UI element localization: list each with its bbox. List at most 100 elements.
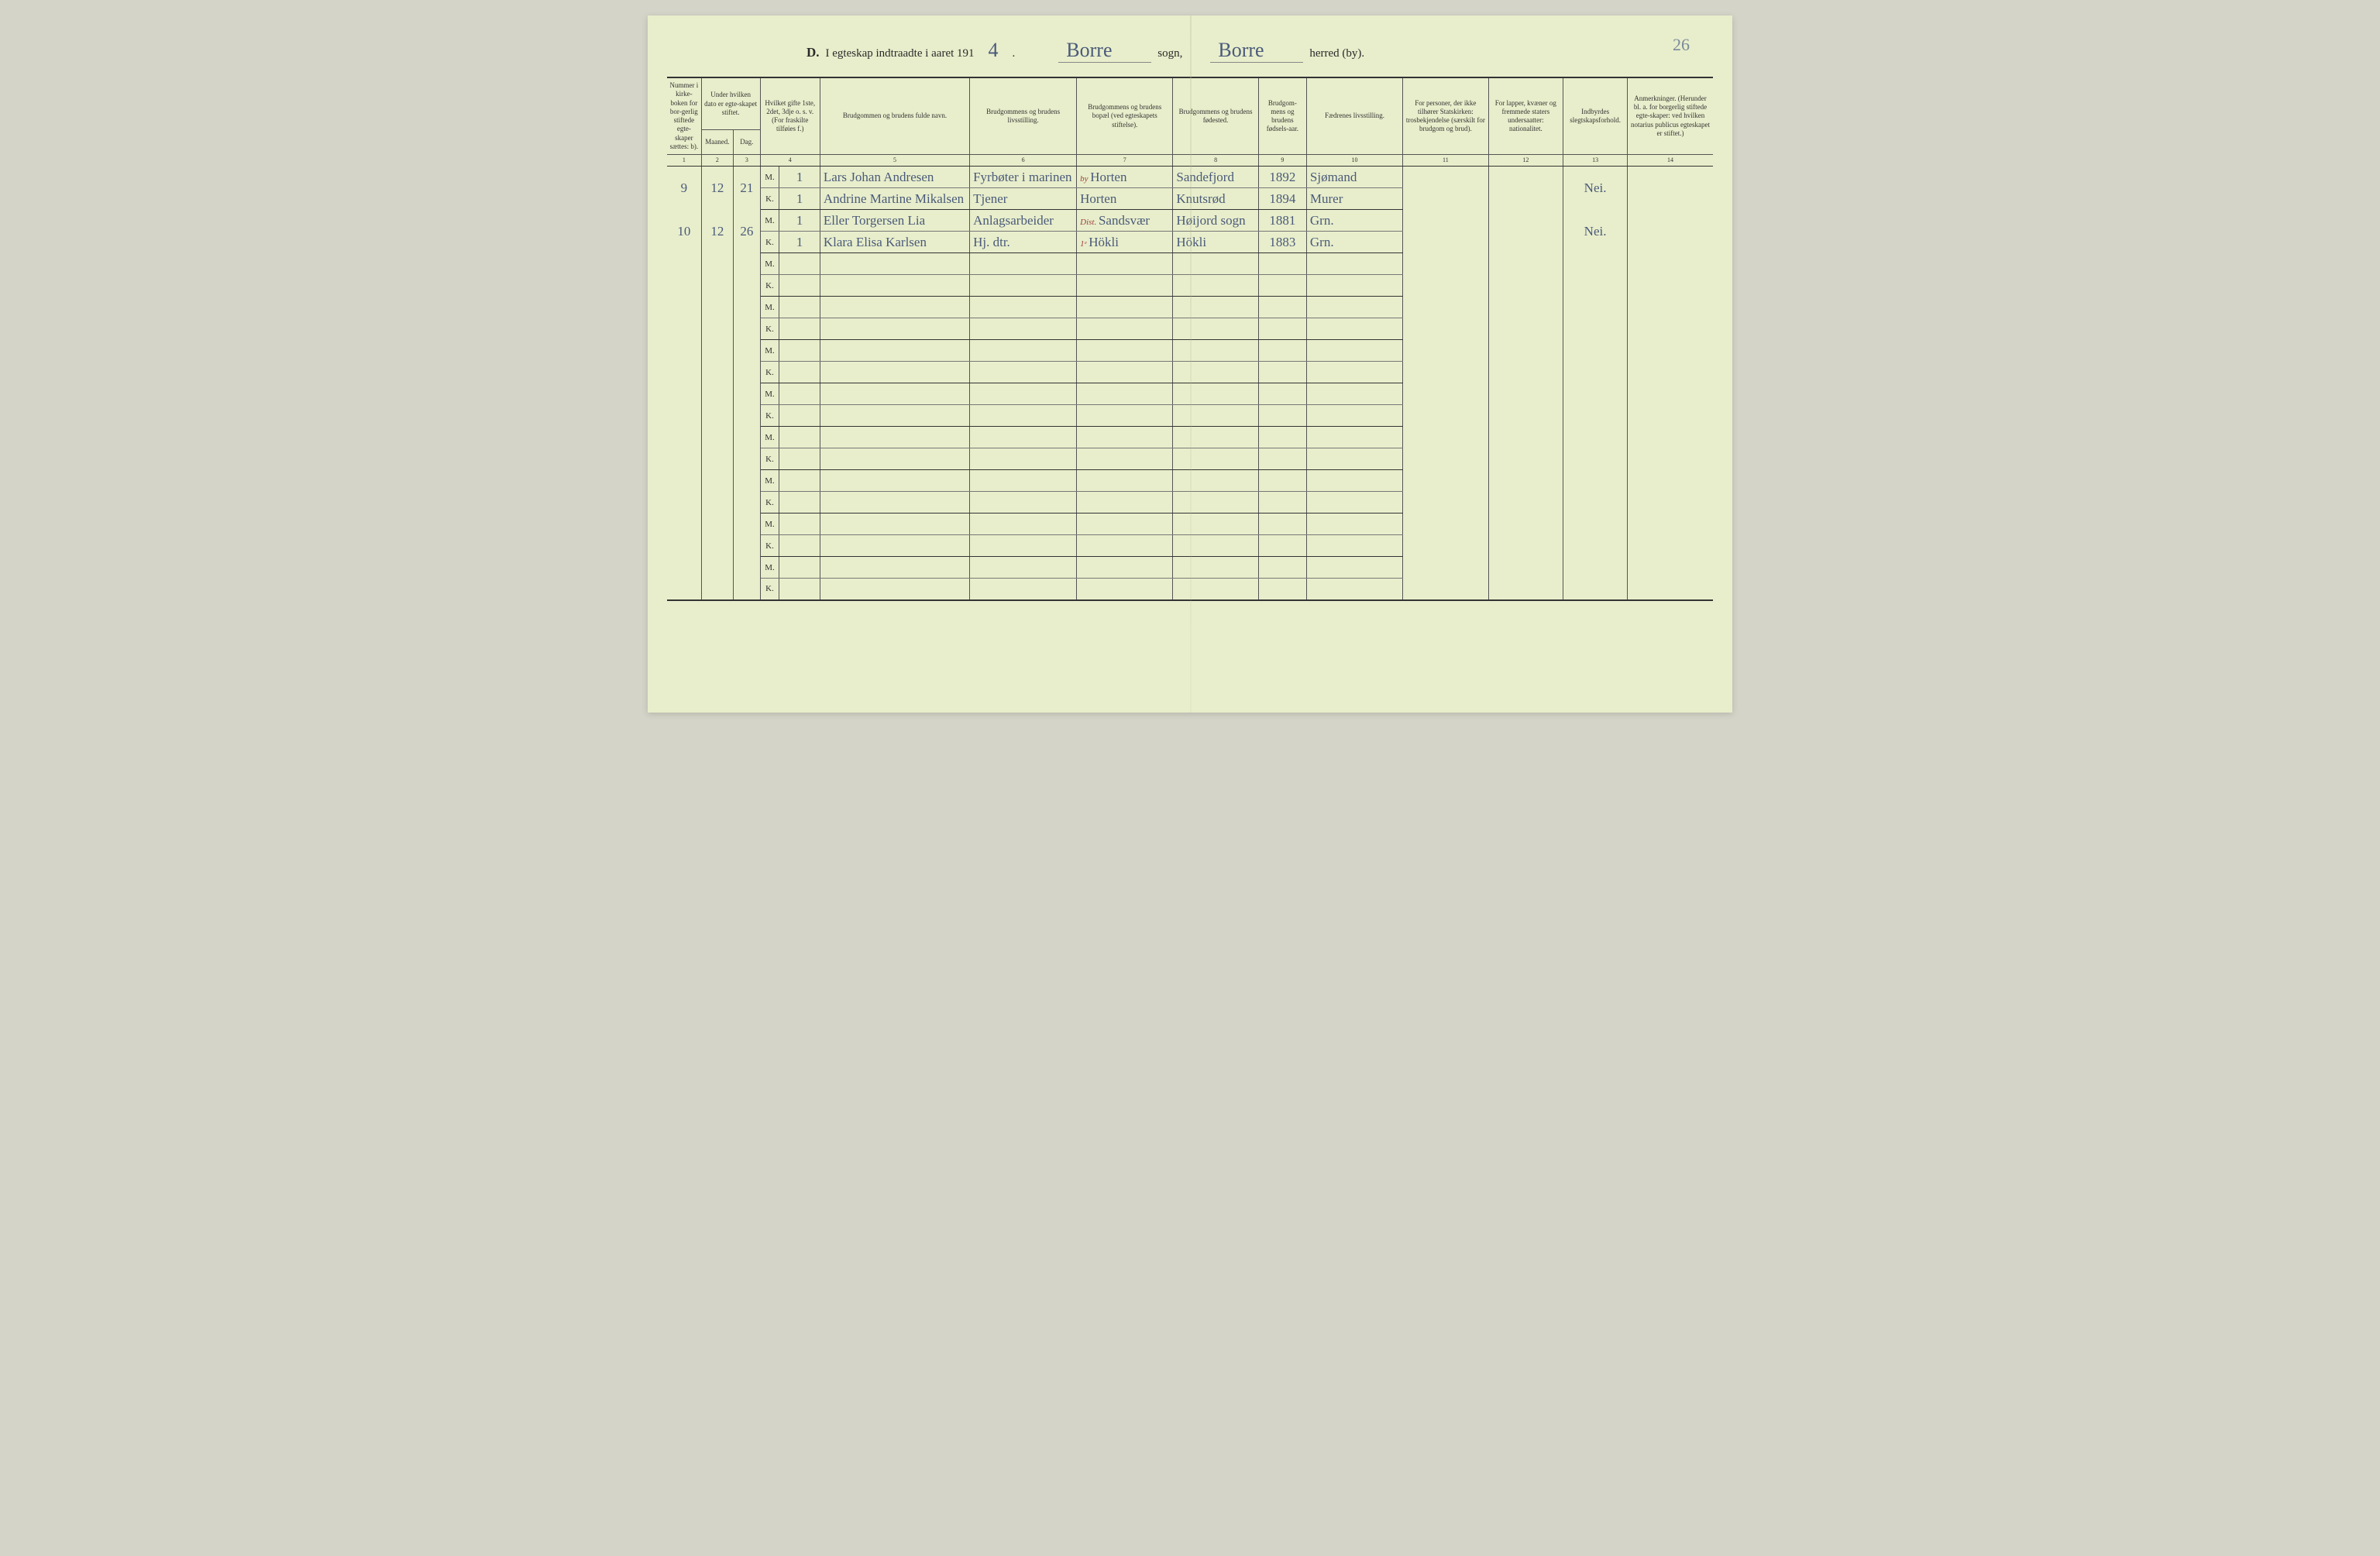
cell-bopael [1077, 492, 1173, 514]
cell-national [1488, 514, 1563, 557]
cell-bopael [1077, 297, 1173, 318]
cell-fodselsaar [1258, 362, 1306, 383]
cell-slegt [1563, 557, 1628, 600]
cell-fodselsaar: 1894 [1258, 188, 1306, 210]
cell-livsstilling [970, 514, 1077, 535]
colnum: 3 [734, 155, 761, 167]
cell-fodested: Hökli [1173, 232, 1258, 253]
mk-label-k: K. [760, 318, 779, 340]
colnum: 13 [1563, 155, 1628, 167]
cell-navn [820, 340, 969, 362]
mk-label-k: K. [760, 448, 779, 470]
colnum: 10 [1306, 155, 1402, 167]
cell-fodested [1173, 557, 1258, 579]
cell-fadrene [1306, 253, 1402, 275]
cell-fadrene [1306, 470, 1402, 492]
cell-fadrene [1306, 275, 1402, 297]
cell-livsstilling [970, 535, 1077, 557]
cell-navn: Lars Johan Andresen [820, 167, 969, 188]
mk-label-m: M. [760, 210, 779, 232]
entry-month: 12 [701, 210, 733, 253]
register-table: Nummer i kirke-boken for bor-gerlig stif… [667, 77, 1713, 601]
cell-gifte [779, 514, 820, 535]
cell-navn [820, 470, 969, 492]
entry-month [701, 427, 733, 470]
cell-livsstilling [970, 318, 1077, 340]
col-header-gifte: Hvilket gifte 1ste, 2det, 3dje o. s. v. … [760, 77, 820, 155]
col-header-nummer: Nummer i kirke-boken for bor-gerlig stif… [667, 77, 701, 155]
title-prefix: I egteskap indtraadte i aaret 191 [826, 47, 975, 60]
entry-day [734, 470, 761, 514]
mk-label-m: M. [760, 470, 779, 492]
cell-trosbek [1403, 557, 1488, 600]
entry-day [734, 297, 761, 340]
cell-fodested [1173, 362, 1258, 383]
cell-navn [820, 557, 969, 579]
cell-bopael [1077, 318, 1173, 340]
cell-national [1488, 210, 1563, 253]
year-digit: 4 [981, 39, 1006, 62]
cell-navn [820, 492, 969, 514]
cell-slegt [1563, 297, 1628, 340]
cell-gifte [779, 362, 820, 383]
cell-livsstilling [970, 427, 1077, 448]
cell-navn [820, 253, 969, 275]
cell-bopael [1077, 362, 1173, 383]
colnum: 11 [1403, 155, 1488, 167]
mk-label-m: M. [760, 340, 779, 362]
section-letter: D. [807, 45, 820, 60]
cell-fadrene [1306, 340, 1402, 362]
cell-livsstilling [970, 340, 1077, 362]
cell-livsstilling [970, 579, 1077, 600]
cell-trosbek [1403, 210, 1488, 253]
colnum: 4 [760, 155, 820, 167]
cell-livsstilling [970, 383, 1077, 405]
cell-fodselsaar [1258, 318, 1306, 340]
table-row: M. [667, 340, 1713, 362]
table-row: 101226M.1Eller Torgersen LiaAnlagsarbeid… [667, 210, 1713, 232]
mk-label-m: M. [760, 427, 779, 448]
cell-national [1488, 383, 1563, 427]
cell-livsstilling [970, 470, 1077, 492]
cell-anmerk [1627, 210, 1713, 253]
entry-month [701, 383, 733, 427]
cell-bopael [1077, 470, 1173, 492]
table-row: M. [667, 297, 1713, 318]
cell-fodselsaar [1258, 383, 1306, 405]
cell-bopael [1077, 579, 1173, 600]
title-row: D. I egteskap indtraadte i aaret 1914. B… [667, 39, 1713, 63]
entry-day [734, 427, 761, 470]
entry-number [667, 340, 701, 383]
colnum: 1 [667, 155, 701, 167]
cell-trosbek [1403, 167, 1488, 210]
col-header-fodested: Brudgommens og brudens fødested. [1173, 77, 1258, 155]
cell-slegt: Nei. [1563, 167, 1628, 210]
cell-fadrene [1306, 297, 1402, 318]
col-header-anmerk: Anmerkninger. (Herunder bl. a. for borge… [1627, 77, 1713, 155]
cell-gifte [779, 427, 820, 448]
cell-fodested [1173, 427, 1258, 448]
cell-gifte: 1 [779, 210, 820, 232]
cell-bopael [1077, 253, 1173, 275]
cell-bopael: by Horten [1077, 167, 1173, 188]
col-header-dag: Dag. [734, 130, 761, 155]
cell-navn [820, 297, 969, 318]
herred-value: Borre [1210, 39, 1303, 63]
entry-month: 12 [701, 167, 733, 210]
cell-navn [820, 362, 969, 383]
cell-trosbek [1403, 297, 1488, 340]
mk-label-k: K. [760, 535, 779, 557]
cell-fadrene [1306, 579, 1402, 600]
cell-trosbek [1403, 253, 1488, 297]
cell-bopael [1077, 514, 1173, 535]
cell-fodselsaar: 1892 [1258, 167, 1306, 188]
cell-gifte [779, 448, 820, 470]
cell-livsstilling: Fyrbøter i marinen [970, 167, 1077, 188]
cell-fodselsaar [1258, 557, 1306, 579]
col-header-maaned: Maaned. [701, 130, 733, 155]
sogn-value: Borre [1058, 39, 1151, 63]
col-header-national: For lapper, kvæner og fremmede staters u… [1488, 77, 1563, 155]
cell-fodested [1173, 579, 1258, 600]
table-body: 91221M.1Lars Johan AndresenFyrbøter i ma… [667, 167, 1713, 600]
cell-navn: Andrine Martine Mikalsen [820, 188, 969, 210]
